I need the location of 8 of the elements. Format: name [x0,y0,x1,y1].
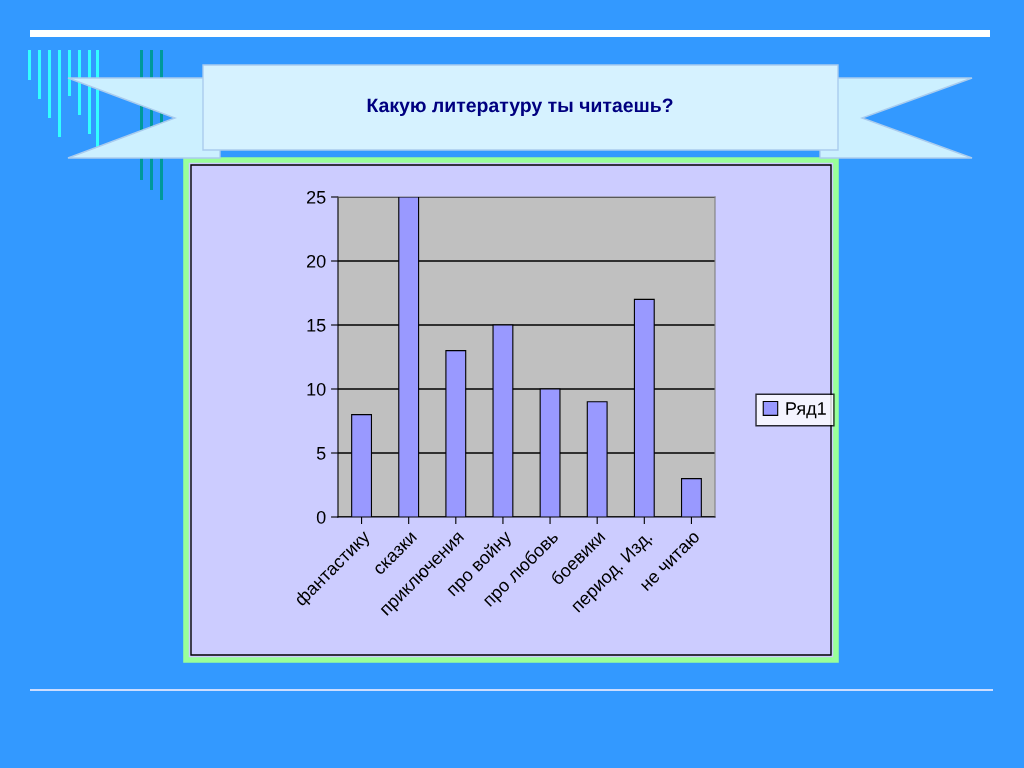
y-tick-label: 5 [316,447,326,460]
y-tick-label: 20 [307,254,326,268]
y-tick-label: 15 [307,319,326,332]
y-tick-label: 10 [307,382,326,396]
chart-title: Какую литературу ты читаешь? [367,98,673,117]
y-tick-label: 0 [316,510,326,524]
legend-label: Ряд1 [786,402,826,419]
y-tick-label: 25 [307,190,326,204]
